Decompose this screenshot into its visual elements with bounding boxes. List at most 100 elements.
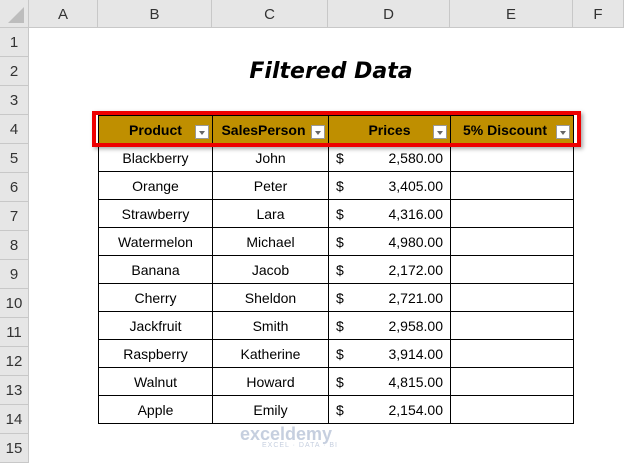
- price-amount: 2,958.00: [388, 318, 444, 334]
- currency-symbol: $: [336, 318, 344, 334]
- currency-symbol: $: [336, 262, 344, 278]
- table-header-row: Product SalesPerson Prices 5% Discount: [98, 115, 574, 144]
- cell-product[interactable]: Raspberry: [98, 339, 213, 368]
- cell-product[interactable]: Walnut: [98, 367, 213, 396]
- exceldemy-watermark: exceldemy EXCEL · DATA · BI: [240, 424, 338, 449]
- filter-dropdown-icon[interactable]: [556, 125, 570, 139]
- table-row: Raspberry Katherine $3,914.00: [98, 339, 574, 368]
- column-header-D[interactable]: D: [328, 0, 450, 28]
- row-header-6[interactable]: 6: [0, 173, 29, 202]
- cell-price[interactable]: $2,721.00: [328, 283, 451, 312]
- row-header-15[interactable]: 15: [0, 434, 29, 463]
- cell-product[interactable]: Blackberry: [98, 143, 213, 172]
- cell-price[interactable]: $2,580.00: [328, 143, 451, 172]
- filter-dropdown-icon[interactable]: [195, 125, 209, 139]
- currency-symbol: $: [336, 290, 344, 306]
- row-header-1[interactable]: 1: [0, 28, 29, 57]
- cell-discount[interactable]: [450, 227, 574, 256]
- cell-discount[interactable]: [450, 283, 574, 312]
- header-product: Product: [98, 115, 213, 144]
- table-row: Strawberry Lara $4,316.00: [98, 199, 574, 228]
- cell-product[interactable]: Cherry: [98, 283, 213, 312]
- price-amount: 4,815.00: [388, 374, 444, 390]
- table-row: Banana Jacob $2,172.00: [98, 255, 574, 284]
- column-header-A[interactable]: A: [29, 0, 98, 28]
- row-header-4[interactable]: 4: [0, 115, 29, 144]
- table-row: Cherry Sheldon $2,721.00: [98, 283, 574, 312]
- row-header-12[interactable]: 12: [0, 347, 29, 376]
- currency-symbol: $: [336, 178, 344, 194]
- cell-discount[interactable]: [450, 171, 574, 200]
- column-header-F[interactable]: F: [573, 0, 624, 28]
- table-row: Walnut Howard $4,815.00: [98, 367, 574, 396]
- price-amount: 2,580.00: [388, 150, 444, 166]
- table-row: Orange Peter $3,405.00: [98, 171, 574, 200]
- table-row: Apple Emily $2,154.00: [98, 395, 574, 424]
- cell-price[interactable]: $4,815.00: [328, 367, 451, 396]
- header-salesperson: SalesPerson: [212, 115, 329, 144]
- row-header-2[interactable]: 2: [0, 57, 29, 86]
- cell-discount[interactable]: [450, 395, 574, 424]
- row-header-13[interactable]: 13: [0, 376, 29, 405]
- cell-price[interactable]: $2,154.00: [328, 395, 451, 424]
- cell-discount[interactable]: [450, 255, 574, 284]
- cell-salesperson[interactable]: Sheldon: [212, 283, 329, 312]
- column-header-C[interactable]: C: [212, 0, 328, 28]
- currency-symbol: $: [336, 234, 344, 250]
- filter-dropdown-icon[interactable]: [311, 125, 325, 139]
- currency-symbol: $: [336, 206, 344, 222]
- price-amount: 4,980.00: [388, 234, 444, 250]
- cell-discount[interactable]: [450, 367, 574, 396]
- row-header-11[interactable]: 11: [0, 318, 29, 347]
- cell-discount[interactable]: [450, 339, 574, 368]
- cell-discount[interactable]: [450, 311, 574, 340]
- cell-product[interactable]: Apple: [98, 395, 213, 424]
- cell-price[interactable]: $4,316.00: [328, 199, 451, 228]
- highlight-box: [92, 111, 581, 147]
- row-header-7[interactable]: 7: [0, 202, 29, 231]
- row-header-14[interactable]: 14: [0, 405, 29, 434]
- cell-salesperson[interactable]: Lara: [212, 199, 329, 228]
- table-row: Watermelon Michael $4,980.00: [98, 227, 574, 256]
- cell-product[interactable]: Strawberry: [98, 199, 213, 228]
- cell-product[interactable]: Watermelon: [98, 227, 213, 256]
- price-amount: 2,154.00: [388, 402, 444, 418]
- row-header-10[interactable]: 10: [0, 289, 29, 318]
- cell-price[interactable]: $3,914.00: [328, 339, 451, 368]
- filter-dropdown-icon[interactable]: [433, 125, 447, 139]
- row-header-9[interactable]: 9: [0, 260, 29, 289]
- cell-price[interactable]: $2,958.00: [328, 311, 451, 340]
- cell-salesperson[interactable]: John: [212, 143, 329, 172]
- table-row: Blackberry John $2,580.00: [98, 143, 574, 172]
- cell-salesperson[interactable]: Peter: [212, 171, 329, 200]
- price-amount: 2,721.00: [388, 290, 444, 306]
- cell-product[interactable]: Orange: [98, 171, 213, 200]
- price-amount: 2,172.00: [388, 262, 444, 278]
- row-header-3[interactable]: 3: [0, 86, 29, 115]
- price-amount: 4,316.00: [388, 206, 444, 222]
- header-prices: Prices: [328, 115, 451, 144]
- cell-salesperson[interactable]: Howard: [212, 367, 329, 396]
- select-all-button[interactable]: [0, 0, 29, 28]
- cell-salesperson[interactable]: Katherine: [212, 339, 329, 368]
- cell-discount[interactable]: [450, 199, 574, 228]
- price-amount: 3,405.00: [388, 178, 444, 194]
- cell-price[interactable]: $4,980.00: [328, 227, 451, 256]
- cell-salesperson[interactable]: Emily: [212, 395, 329, 424]
- filtered-table: Product SalesPerson Prices 5% Discount B…: [98, 115, 574, 424]
- cell-salesperson[interactable]: Smith: [212, 311, 329, 340]
- row-header-5[interactable]: 5: [0, 144, 29, 173]
- currency-symbol: $: [336, 402, 344, 418]
- cell-product[interactable]: Banana: [98, 255, 213, 284]
- cell-product[interactable]: Jackfruit: [98, 311, 213, 340]
- column-header-B[interactable]: B: [98, 0, 212, 28]
- row-header-8[interactable]: 8: [0, 231, 29, 260]
- cell-salesperson[interactable]: Jacob: [212, 255, 329, 284]
- price-amount: 3,914.00: [388, 346, 444, 362]
- column-header-E[interactable]: E: [450, 0, 573, 28]
- cell-price[interactable]: $2,172.00: [328, 255, 451, 284]
- cell-salesperson[interactable]: Michael: [212, 227, 329, 256]
- table-row: Jackfruit Smith $2,958.00: [98, 311, 574, 340]
- cell-discount[interactable]: [450, 143, 574, 172]
- cell-price[interactable]: $3,405.00: [328, 171, 451, 200]
